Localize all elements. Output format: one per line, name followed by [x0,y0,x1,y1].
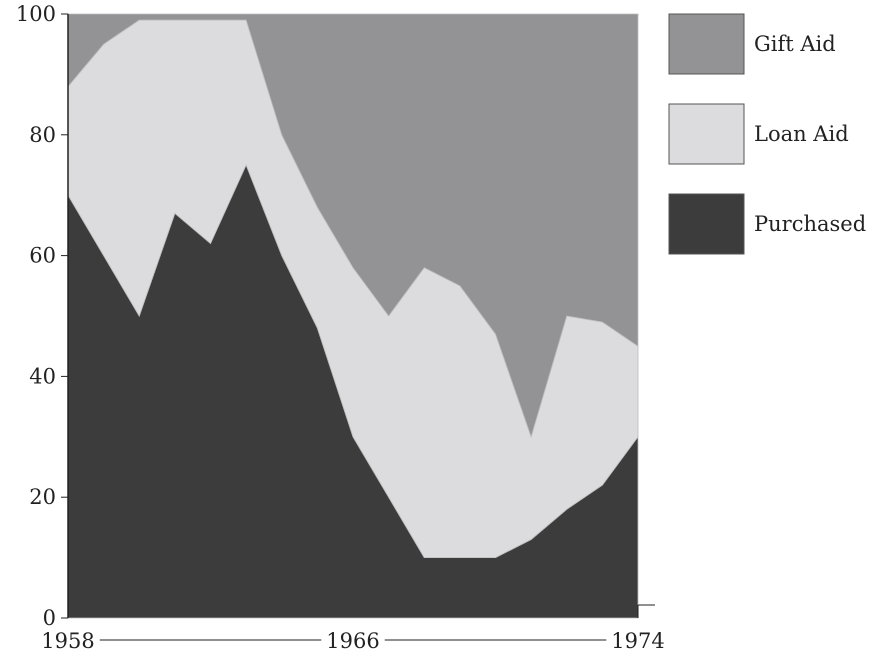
legend-label-loan-aid: Loan Aid [754,122,849,146]
y-tick-label: 80 [29,123,56,147]
axes [67,14,655,618]
legend-swatch-loan-aid [668,103,745,165]
y-tick-label: 20 [29,485,56,509]
y-ticks: 0 20 40 60 80 100 [16,2,68,630]
area-layer [67,13,639,619]
x-tick-label: 1966 [326,629,379,653]
area-gift-aid [67,13,639,439]
y-tick-label: 60 [29,244,56,268]
legend-swatch-purchased [668,193,745,255]
legend-label-purchased: Purchased [754,212,866,236]
legend: Gift Aid Loan Aid Purchased [668,13,866,255]
y-tick-label: 100 [16,2,56,26]
y-tick-label: 40 [29,364,56,388]
legend-swatch-gift-aid [668,13,745,75]
y-tick-label: 0 [43,606,56,630]
x-tick-label: 1958 [41,629,94,653]
legend-label-gift-aid: Gift Aid [754,32,836,56]
x-tick-label: 1974 [611,629,664,653]
x-ticks: 1958 1966 1974 [41,629,664,653]
